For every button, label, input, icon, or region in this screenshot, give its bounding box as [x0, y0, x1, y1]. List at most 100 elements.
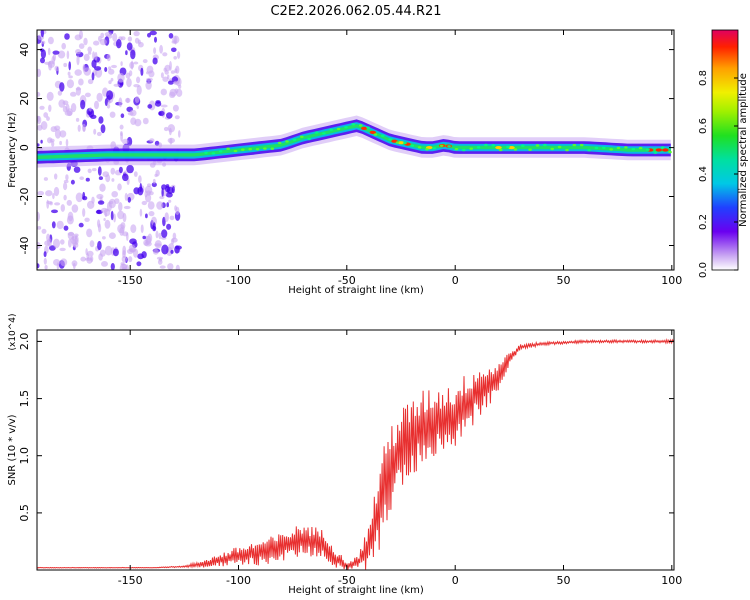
ridge-hotspot — [662, 148, 669, 152]
noise-blob — [96, 131, 102, 137]
noise-blob — [111, 191, 118, 198]
noise-blob — [158, 232, 162, 240]
noise-blob — [92, 168, 97, 172]
noise-blob — [67, 231, 75, 240]
noise-blob — [125, 72, 131, 79]
noise-blob — [120, 132, 123, 142]
noise-blob — [87, 51, 92, 55]
noise-blob — [37, 211, 40, 222]
noise-blob — [40, 121, 48, 130]
noise-blob — [160, 72, 164, 79]
noise-blob — [94, 51, 98, 61]
ridge-cell — [528, 148, 532, 151]
noise-blob — [78, 222, 84, 228]
noise-blob — [130, 49, 136, 60]
noise-blob — [162, 52, 168, 57]
noise-blob — [174, 205, 178, 212]
ridge-cell — [307, 137, 311, 141]
noise-blob — [117, 72, 125, 83]
noise-blob — [52, 50, 60, 55]
noise-blob — [64, 110, 73, 116]
noise-blob — [172, 232, 177, 240]
noise-blob — [108, 68, 115, 75]
ridge-cell — [381, 134, 385, 137]
noise-blob — [120, 36, 126, 41]
noise-blob — [79, 30, 83, 39]
noise-blob — [53, 238, 60, 249]
ridge-cell — [638, 146, 643, 150]
noise-blob — [142, 117, 149, 125]
noise-blob — [163, 126, 169, 132]
noise-blob — [59, 82, 65, 92]
noise-blob — [110, 210, 114, 221]
noise-blob — [98, 176, 103, 181]
y-tick-label: 0 — [18, 144, 31, 151]
noise-blob — [175, 264, 180, 270]
noise-blob — [174, 115, 180, 120]
noise-blob — [51, 141, 55, 147]
noise-blob — [65, 138, 69, 147]
ridge-hotspot — [361, 126, 368, 130]
noise-blob — [65, 174, 69, 181]
noise-blob — [113, 83, 120, 87]
noise-blob — [60, 239, 65, 245]
noise-blob — [153, 47, 157, 54]
noise-blob — [105, 174, 111, 183]
snr-frame — [36, 329, 675, 571]
noise-blob — [41, 40, 46, 45]
noise-blob — [151, 216, 157, 226]
noise-blob — [100, 124, 106, 134]
noise-blob — [170, 70, 175, 74]
ridge-cell — [241, 148, 245, 151]
noise-blob — [130, 224, 137, 234]
colorbar-ticks: 0.0 0.2 0.4 0.6 0.8 — [698, 70, 738, 278]
noise-blob — [126, 136, 133, 147]
noise-blob — [113, 213, 116, 223]
snr-multiplier: (x10^4) — [8, 313, 18, 350]
noise-blob — [41, 228, 47, 234]
y-tick-label: 40 — [18, 43, 31, 57]
spectrogram-xlabel: Height of straight line (km) — [288, 285, 424, 296]
noise-blob — [96, 209, 101, 214]
ridge-cell — [226, 147, 230, 150]
ridge-cell — [439, 144, 444, 147]
ridge-core-band — [37, 124, 671, 160]
ridge-cell — [248, 148, 252, 151]
chart-title: C2E2.2026.062.05.44.R21 — [270, 4, 441, 19]
noise-blob — [45, 190, 53, 197]
noise-blob — [134, 96, 140, 103]
ridge-cell — [565, 148, 569, 152]
x-tick-label: -150 — [118, 274, 143, 287]
ridge-cell — [403, 141, 407, 145]
ridge-cell — [521, 144, 525, 147]
ridge-cell — [447, 145, 451, 148]
noise-blob — [155, 230, 159, 239]
noise-blob — [63, 62, 68, 68]
noise-blob — [47, 47, 51, 56]
noise-blob — [37, 68, 42, 78]
noise-blob — [156, 201, 164, 210]
noise-blob — [118, 166, 123, 174]
y-tick-label: 1.0 — [18, 447, 31, 465]
noise-blob — [78, 78, 84, 86]
noise-blob — [99, 183, 106, 192]
noise-blob — [103, 218, 106, 221]
ridge-cell — [476, 146, 481, 149]
noise-blob — [147, 104, 153, 109]
noise-blob — [169, 61, 172, 71]
noise-blob — [86, 250, 94, 257]
noise-blob — [126, 78, 132, 88]
noise-blob — [128, 256, 133, 263]
ridge-cell — [329, 128, 334, 131]
ridge-cell — [462, 148, 466, 152]
noise-blob — [90, 255, 94, 262]
snr-xlabel: Height of straight line (km) — [288, 585, 424, 596]
noise-blob — [145, 213, 148, 219]
noise-blob — [173, 56, 177, 60]
noise-blob — [53, 259, 61, 266]
noise-blob — [87, 200, 95, 209]
noise-blob — [92, 51, 96, 60]
noise-blob — [79, 176, 84, 180]
spectrogram-panel: -150 -100 -50 0 50 100 40 20 0 -20 -40 Height of s… — [7, 29, 682, 296]
noise-blob — [51, 209, 58, 214]
